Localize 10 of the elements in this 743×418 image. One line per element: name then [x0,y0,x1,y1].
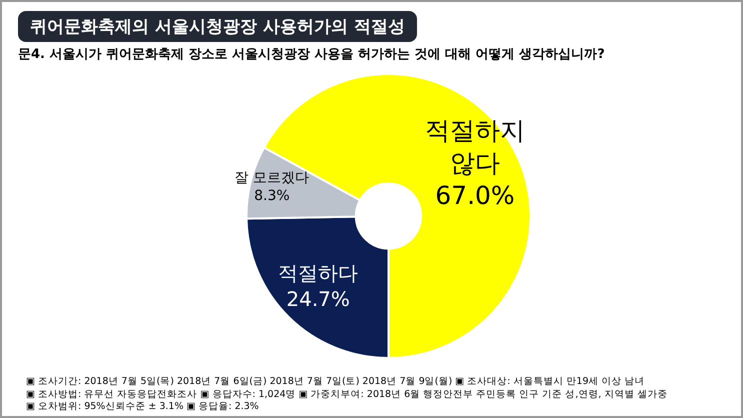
chart-title: 퀴어문화축제의 서울시청광장 사용허가의 적절성 [18,11,417,42]
text: ▣ 오차범위: 95%신뢰수준 ± 3.1% ▣ 응답율: 2.3% [26,401,260,414]
data-label: 24.7% [286,286,350,311]
chart-subtitle: 문4. 서울시가 퀴어문화축제 장소로 서울시청광장 사용을 허가하는 것에 대해 어떻게 생각하십니까? [18,46,605,63]
data-label: 8.3% [254,188,290,204]
text: ▣ 조사기간: 2018년 7월 5일(목) 2018년 7월 6일(금) 2018년 7월 7일(토) 2018년 7월 9일(월) ▣ 조사대상: 서울특별시 만19세 이상 남녀 [26,376,646,388]
slice-label: 잘 모르겠다 [234,170,310,186]
slice-label: 적절하다 [278,260,358,285]
data-label: 67.0% [435,180,515,210]
text: ▣ 조사방법: 유무선 자동응답전화조사 ▣ 응답자수: 1,024명 ▣ 가중치부여: 2018년 6월 행정안전부 주민등록 인구 기준 성,연령, 지역별 셀가중 [26,388,668,401]
